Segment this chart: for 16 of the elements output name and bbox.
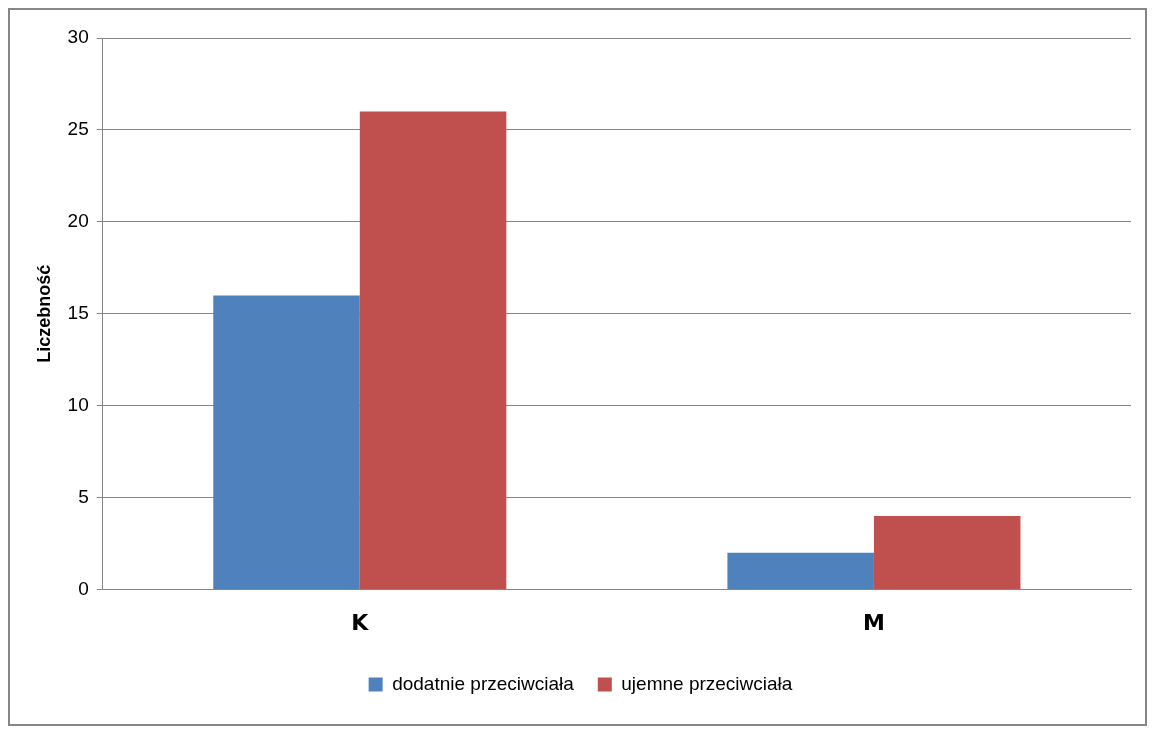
- y-tick-label: 10: [67, 393, 89, 415]
- y-tick-label: 25: [67, 118, 89, 140]
- bar: [213, 295, 360, 590]
- bar: [873, 516, 1021, 590]
- y-tick-label: 30: [67, 26, 89, 48]
- y-axis-title: Liczebność: [33, 264, 54, 363]
- y-tick-label: 0: [78, 577, 89, 599]
- bar: [727, 552, 874, 590]
- y-tick-label: 15: [67, 302, 89, 324]
- x-tick-label: K: [351, 609, 370, 635]
- legend-label: ujemne przeciwciała: [621, 672, 793, 694]
- y-tick-label: 20: [67, 210, 89, 232]
- bar: [359, 111, 507, 590]
- x-tick-label: M: [862, 609, 885, 635]
- legend-label: dodatnie przeciwciała: [392, 672, 575, 694]
- y-tick-label: 5: [78, 485, 89, 507]
